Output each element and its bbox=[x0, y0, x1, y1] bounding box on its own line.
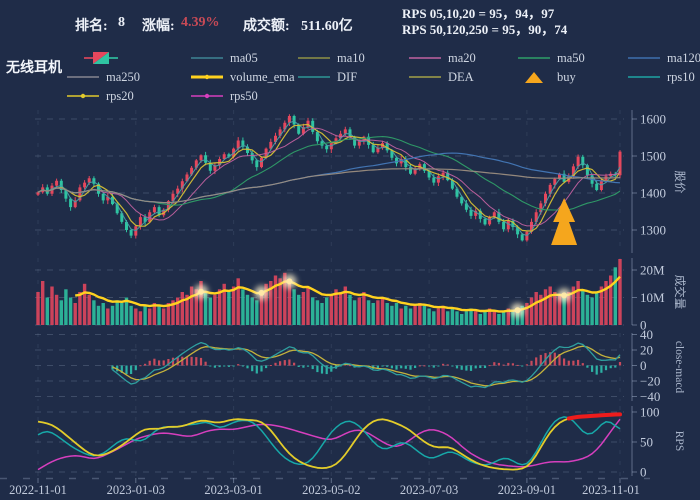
legend-label-ma250: ma250 bbox=[106, 69, 141, 84]
svg-text:2023-11-01: 2023-11-01 bbox=[582, 483, 640, 497]
candles bbox=[36, 114, 622, 242]
change-value: 4.39% bbox=[181, 15, 220, 30]
legend-label-DIF: DIF bbox=[337, 69, 358, 84]
legend-label-ma10: ma10 bbox=[337, 50, 365, 65]
DIF-swatch bbox=[297, 70, 331, 84]
legend-item-buy: buy bbox=[517, 69, 576, 85]
ma-line-ma10 bbox=[37, 123, 621, 232]
svg-text:20M: 20M bbox=[640, 263, 665, 278]
rps-summary-line-1: RPS 05,10,20 = 95，94，97 bbox=[402, 6, 555, 21]
ma-line-ma250 bbox=[37, 168, 621, 204]
page-title: 无线耳机 bbox=[6, 61, 62, 76]
legend-item-ma250: ma250 bbox=[66, 69, 140, 85]
legend-label-ma120: ma120 bbox=[667, 50, 700, 65]
buy-marker-icon bbox=[551, 198, 578, 245]
volume-glow-markers bbox=[194, 274, 572, 318]
ma20-swatch bbox=[408, 51, 442, 65]
candlestick-icon bbox=[84, 51, 118, 65]
rps-summary: RPS 05,10,20 = 95，94，97 RPS 50,120,250 =… bbox=[402, 6, 567, 38]
svg-text:2023-09-01: 2023-09-01 bbox=[498, 483, 556, 497]
rps20-swatch bbox=[66, 89, 100, 103]
legend-item-volume_ema: volume_ema bbox=[190, 69, 295, 85]
legend-label-ma05: ma05 bbox=[230, 50, 258, 65]
rank-label: 排名: bbox=[75, 19, 108, 34]
legend-item-ma05: ma05 bbox=[190, 50, 258, 66]
legend-label-ma50: ma50 bbox=[557, 50, 585, 65]
ma250-swatch bbox=[66, 70, 100, 84]
svg-text:2023-03-01: 2023-03-01 bbox=[204, 483, 262, 497]
ma-lines bbox=[37, 120, 621, 237]
volume-ema-line bbox=[74, 275, 621, 313]
svg-text:20: 20 bbox=[640, 343, 653, 358]
rps-line-rps20 bbox=[37, 413, 621, 471]
legend-item-ma20: ma20 bbox=[408, 50, 476, 66]
svg-text:−40: −40 bbox=[640, 389, 660, 404]
svg-text:1600: 1600 bbox=[640, 112, 666, 127]
rps50-swatch bbox=[190, 89, 224, 103]
macd-dif-line bbox=[112, 341, 621, 389]
rank-value: 8 bbox=[118, 15, 125, 30]
buy-arrow-icon bbox=[517, 69, 551, 85]
svg-text:2023-01-03: 2023-01-03 bbox=[107, 483, 165, 497]
svg-text:RPS: RPS bbox=[673, 431, 685, 451]
legend-item-ma50: ma50 bbox=[517, 50, 585, 66]
legend-label-volume_ema: volume_ema bbox=[230, 69, 295, 84]
svg-text:1500: 1500 bbox=[640, 149, 666, 164]
rps-summary-line-2: RPS 50,120,250 = 95，90，74 bbox=[402, 22, 568, 37]
svg-text:2023-07-03: 2023-07-03 bbox=[400, 483, 458, 497]
legend-item-rps50: rps50 bbox=[190, 88, 258, 104]
rps-highlight-line bbox=[566, 412, 622, 421]
svg-text:1300: 1300 bbox=[640, 223, 666, 238]
svg-text:100: 100 bbox=[640, 405, 660, 420]
svg-text:0: 0 bbox=[640, 358, 647, 373]
DEA-swatch bbox=[408, 70, 442, 84]
svg-text:0: 0 bbox=[640, 318, 647, 333]
change-label: 涨幅: bbox=[142, 19, 175, 34]
legend-item-DEA: DEA bbox=[408, 69, 474, 85]
rps-lines bbox=[37, 412, 622, 471]
legend-item-DIF: DIF bbox=[297, 69, 357, 85]
legend-item-ma120: ma120 bbox=[627, 50, 700, 66]
turnover-label: 成交额: bbox=[243, 19, 290, 34]
legend-label-rps50: rps50 bbox=[230, 88, 258, 103]
ma05-swatch bbox=[190, 51, 224, 65]
legend-item-ma10: ma10 bbox=[297, 50, 365, 66]
legend-label-DEA: DEA bbox=[448, 69, 474, 84]
svg-text:close-macd: close-macd bbox=[673, 341, 685, 394]
header: 排名: 8 涨幅: 4.39% 成交额: 511.60亿 RPS 05,10,2… bbox=[0, 0, 700, 46]
rps-line-rps50 bbox=[37, 418, 621, 471]
legend-item-rps20: rps20 bbox=[66, 88, 134, 104]
svg-text:50: 50 bbox=[640, 435, 653, 450]
svg-text:40: 40 bbox=[640, 327, 653, 342]
svg-text:−20: −20 bbox=[640, 374, 660, 389]
rps-line-rps10 bbox=[37, 416, 621, 466]
volume-bars bbox=[36, 259, 622, 325]
volume_ema-swatch bbox=[190, 70, 224, 84]
rps10-swatch bbox=[627, 70, 661, 84]
legend-label-ma20: ma20 bbox=[448, 50, 476, 65]
svg-text:1400: 1400 bbox=[640, 186, 666, 201]
turnover-value: 511.60亿 bbox=[301, 19, 353, 34]
svg-text:10M: 10M bbox=[640, 290, 665, 305]
svg-text:成交量: 成交量 bbox=[673, 275, 687, 310]
legend-label-rps20: rps20 bbox=[106, 88, 134, 103]
ma120-swatch bbox=[627, 51, 661, 65]
legend-label-buy: buy bbox=[557, 69, 576, 84]
svg-text:2022-11-01: 2022-11-01 bbox=[9, 483, 67, 497]
legend-label-rps10: rps10 bbox=[667, 69, 695, 84]
legend-item-rps10: rps10 bbox=[627, 69, 695, 85]
svg-text:0: 0 bbox=[640, 465, 647, 480]
svg-text:2023-05-02: 2023-05-02 bbox=[302, 483, 360, 497]
legend-item-candle bbox=[84, 50, 118, 66]
ma-line-ma05 bbox=[37, 120, 621, 237]
legend: ma05 ma10 ma20 ma50 ma120 ma250 volume_ema DIF D… bbox=[0, 0, 700, 112]
ma10-swatch bbox=[297, 51, 331, 65]
ma50-swatch bbox=[517, 51, 551, 65]
svg-text:股价: 股价 bbox=[673, 171, 686, 194]
ma-line-ma20 bbox=[37, 127, 621, 227]
